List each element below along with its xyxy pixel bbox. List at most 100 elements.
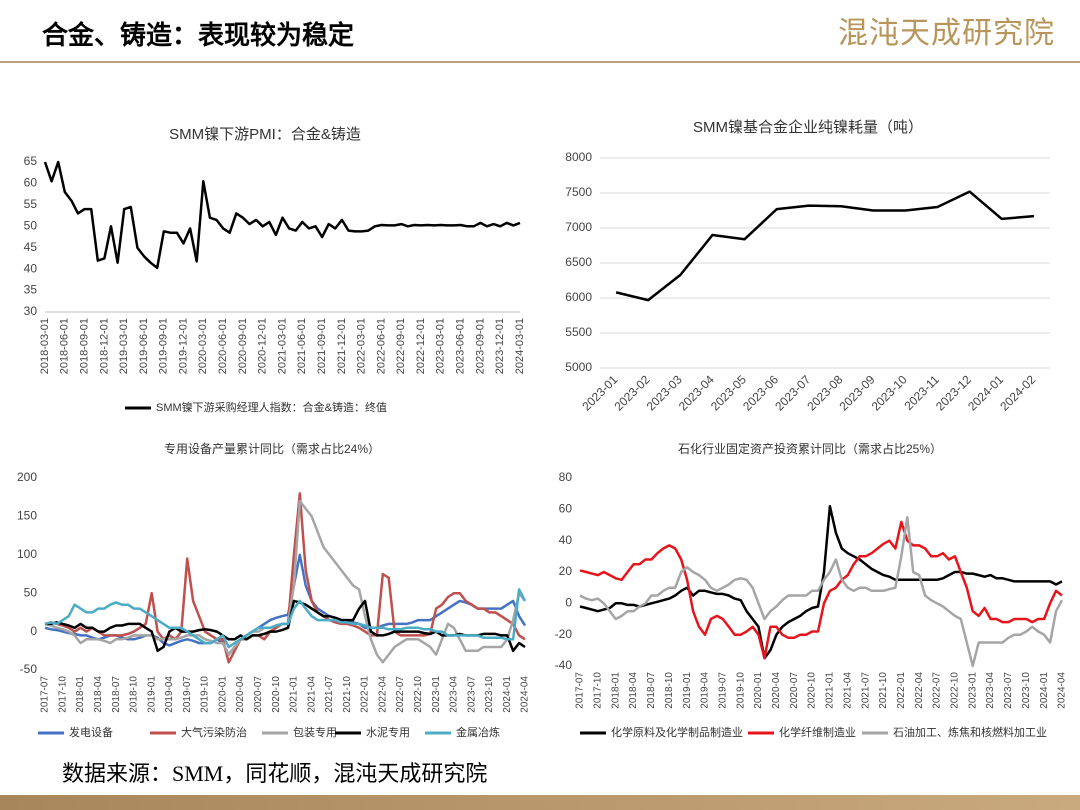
y-tick-label: 40 — [559, 533, 573, 547]
x-tick-label: 2022-03-01 — [356, 318, 368, 374]
series-line — [579, 504, 1063, 660]
x-tick-label: 2017-10 — [57, 676, 68, 713]
x-tick-label: 2018-10 — [129, 676, 140, 713]
x-tick-label: 2021-01 — [289, 676, 300, 713]
x-tick-label: 2023-07 — [1003, 672, 1014, 709]
x-tick-label: 2023-04 — [449, 676, 460, 713]
y-tick-label: 60 — [559, 502, 573, 516]
x-tick-label: 2022-04 — [377, 676, 388, 713]
y-tick-label: 6000 — [565, 290, 592, 304]
x-tick-label: 2019-04 — [164, 676, 175, 713]
legend-label: 包装专用 — [293, 725, 337, 739]
x-tick-label: 2019-01 — [682, 672, 693, 709]
x-tick-label: 2023-10 — [869, 372, 910, 413]
x-tick-label: 2020-10 — [807, 672, 818, 709]
x-tick-label: 2020-12-01 — [257, 318, 269, 374]
logo: 混沌天成研究院 — [838, 17, 1055, 50]
y-tick-label: -50 — [20, 662, 38, 676]
legend-label: 化学纤维制造业 — [779, 725, 856, 739]
x-tick-label: 2022-01 — [360, 676, 371, 713]
x-tick-label: 2022-09-01 — [395, 318, 407, 374]
x-tick-label: 2019-10 — [735, 672, 746, 709]
x-tick-label: 2018-07 — [111, 676, 122, 713]
x-tick-label: 2023-01 — [431, 676, 442, 713]
legend-label: 金属冶炼 — [456, 725, 500, 739]
y-tick-label: 50 — [24, 218, 38, 232]
x-tick-label: 2023-10 — [1021, 672, 1032, 709]
series-line — [579, 520, 1063, 660]
x-tick-label: 2023-03-01 — [435, 318, 447, 374]
y-tick-label: 7000 — [565, 220, 592, 234]
x-tick-label: 2023-12-01 — [494, 318, 506, 374]
x-tick-label: 2018-12-01 — [98, 318, 110, 374]
x-tick-label: 2019-10 — [200, 676, 211, 713]
y-tick-label: 6500 — [565, 255, 592, 269]
series-line — [579, 515, 1064, 668]
x-tick-label: 2021-09-01 — [316, 318, 328, 374]
series-line — [44, 499, 526, 664]
x-tick-label: 2021-10 — [342, 676, 353, 713]
x-tick-label: 2019-07 — [717, 672, 728, 709]
x-tick-label: 2017-10 — [592, 672, 603, 709]
x-tick-label: 2021-06-01 — [296, 318, 308, 374]
series-line — [615, 190, 1035, 302]
x-tick-label: 2019-09-01 — [158, 318, 170, 374]
y-tick-label: 40 — [24, 261, 38, 275]
y-tick-label: 65 — [24, 154, 38, 168]
y-tick-label: 35 — [24, 283, 38, 297]
x-tick-label: 2021-07 — [860, 672, 871, 709]
x-tick-label: 2018-09-01 — [78, 318, 90, 374]
x-tick-label: 2022-10 — [413, 676, 424, 713]
x-tick-label: 2020-07 — [789, 672, 800, 709]
series-line — [43, 160, 521, 270]
x-tick-label: 2020-04 — [771, 672, 782, 709]
legend-label: 化学原料及化学制品制造业 — [611, 725, 743, 739]
x-tick-label: 2022-06-01 — [375, 318, 387, 374]
chart-title: 专用设备产量累计同比（需求占比24%） — [164, 441, 380, 456]
y-tick-label: 45 — [24, 240, 38, 254]
x-tick-label: 2020-06-01 — [217, 318, 229, 374]
x-tick-label: 2023-10 — [484, 676, 495, 713]
chart-title: 石化行业固定资产投资累计同比（需求占比25%） — [678, 441, 942, 456]
y-tick-label: -20 — [555, 627, 573, 641]
legend-label: 大气污染防治 — [181, 725, 247, 739]
x-tick-label: 2017-07 — [40, 676, 51, 713]
y-tick-label: 0 — [565, 596, 572, 610]
x-tick-label: 2023-06-01 — [455, 318, 467, 374]
x-tick-label: 2018-01 — [610, 672, 621, 709]
y-tick-label: 55 — [24, 197, 38, 211]
x-tick-label: 2021-03-01 — [276, 318, 288, 374]
footer-bar — [0, 795, 1080, 810]
x-tick-label: 2022-07 — [932, 672, 943, 709]
source-note: 数据来源：SMM，同花顺，混沌天成研究院 — [62, 761, 487, 786]
y-tick-label: 30 — [24, 304, 38, 318]
y-tick-label: 5500 — [565, 325, 592, 339]
y-tick-label: 80 — [559, 470, 573, 484]
x-tick-label: 2018-06-01 — [59, 318, 71, 374]
x-tick-label: 2020-03-01 — [197, 318, 209, 374]
x-tick-label: 2018-04 — [93, 676, 104, 713]
x-tick-label: 2023-01 — [967, 672, 978, 709]
x-tick-label: 2019-07 — [182, 676, 193, 713]
x-tick-label: 2018-10 — [664, 672, 675, 709]
x-tick-label: 2018-04 — [628, 672, 639, 709]
y-tick-label: -40 — [555, 658, 573, 672]
x-tick-label: 2021-04 — [306, 676, 317, 713]
legend-label: 发电设备 — [69, 725, 113, 739]
x-tick-label: 2024-02 — [997, 372, 1038, 413]
x-tick-label: 2021-04 — [842, 672, 853, 709]
x-tick-label: 2019-06-01 — [138, 318, 150, 374]
y-tick-label: 0 — [30, 624, 37, 638]
chart-title: SMM镍下游PMI：合金&铸造 — [169, 125, 361, 143]
slide-title: 合金、铸造：表现较为稳定 — [42, 20, 354, 50]
x-tick-label: 2024-01 — [1039, 672, 1050, 709]
x-tick-label: 2022-10 — [950, 672, 961, 709]
x-tick-label: 2024-01 — [502, 676, 513, 713]
x-tick-label: 2021-10 — [878, 672, 889, 709]
x-tick-label: 2020-07 — [253, 676, 264, 713]
legend-label: 水泥专用 — [366, 725, 410, 739]
x-tick-label: 2022-07 — [395, 676, 406, 713]
y-tick-label: 150 — [17, 509, 37, 523]
x-tick-label: 2019-04 — [700, 672, 711, 709]
